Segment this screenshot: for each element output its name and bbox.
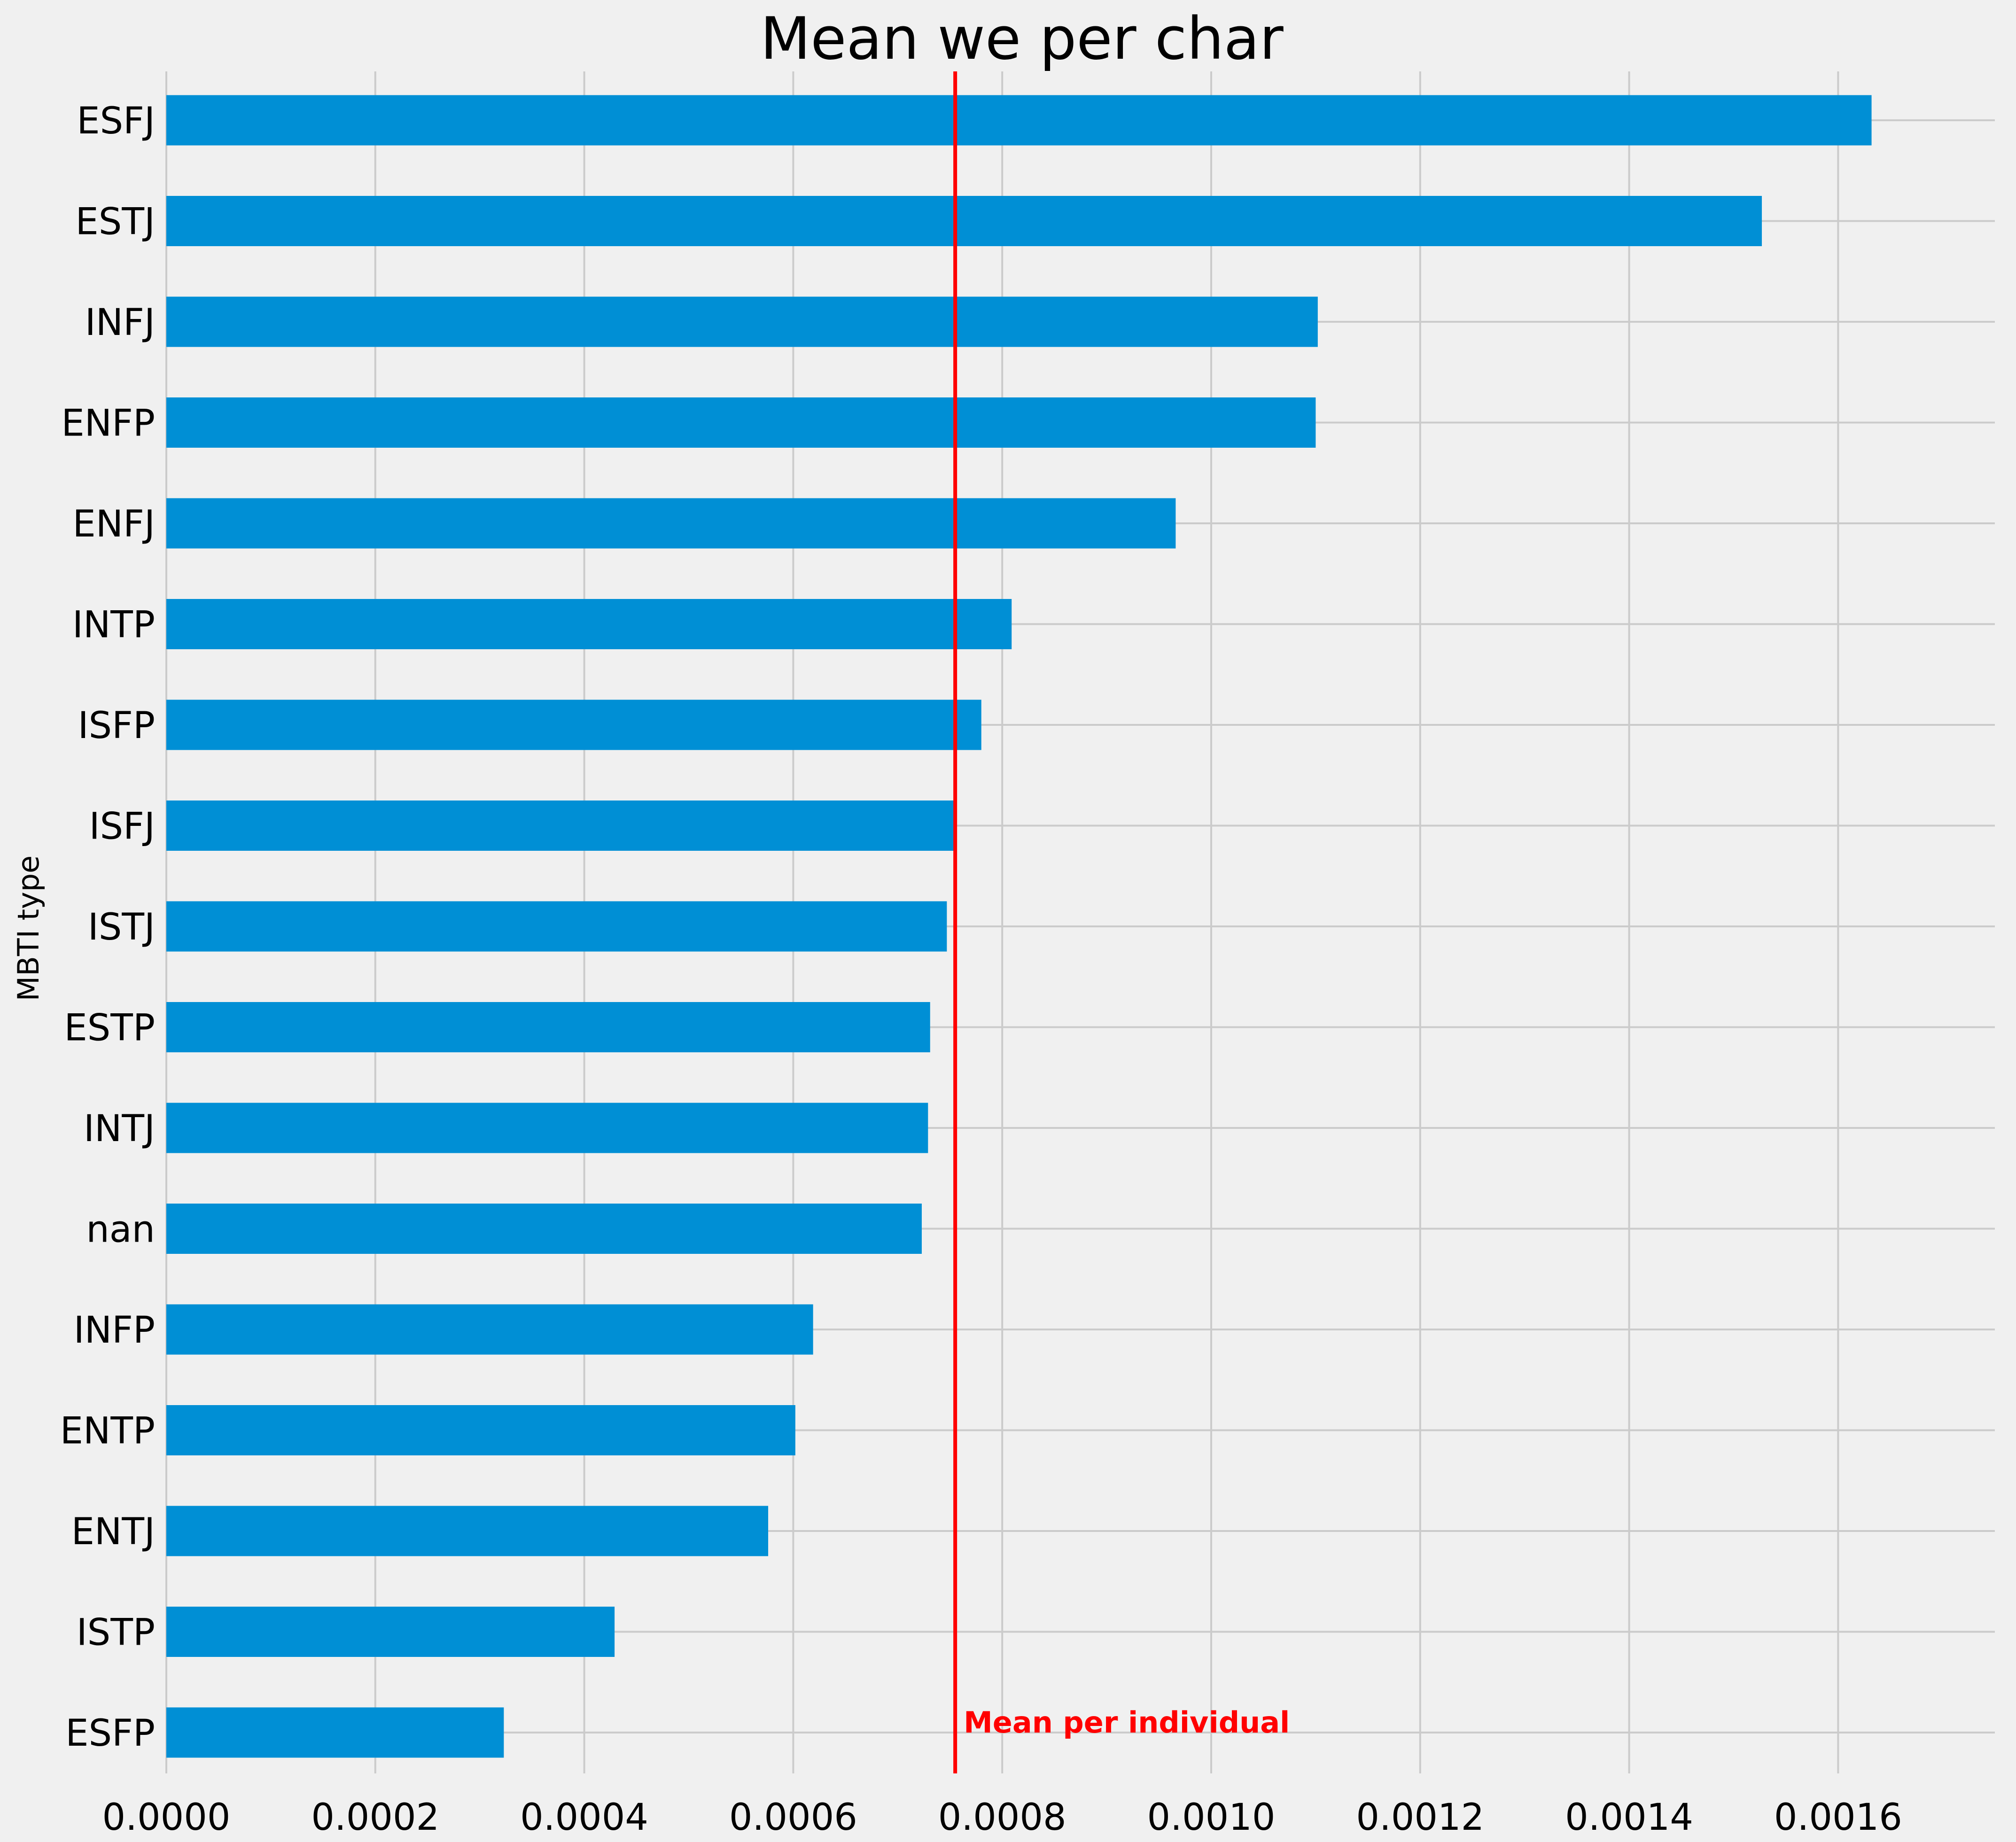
x-tick-label: 0.0000 bbox=[102, 1796, 231, 1839]
x-tick-label: 0.0002 bbox=[311, 1796, 439, 1839]
mean-reference-label: Mean per individual bbox=[964, 1705, 1290, 1740]
y-tick-label: INFP bbox=[74, 1309, 155, 1352]
bar-estj bbox=[166, 196, 1762, 246]
reference-line-group: Mean per individual bbox=[953, 71, 1290, 1773]
bar-istj bbox=[166, 901, 947, 952]
chart-title: Mean we per char bbox=[760, 5, 1284, 73]
bar-entj bbox=[166, 1506, 769, 1556]
bar-esfp bbox=[166, 1707, 504, 1758]
y-tick-label: INFJ bbox=[85, 302, 155, 344]
bar-infp bbox=[166, 1304, 813, 1355]
y-axis-label: MBTI type bbox=[11, 855, 46, 1001]
bar-enfj bbox=[166, 498, 1176, 549]
y-tick-label: ISTJ bbox=[88, 906, 155, 948]
bar-intp bbox=[166, 599, 1012, 649]
bar-isfp bbox=[166, 699, 981, 750]
bar-intj bbox=[166, 1103, 928, 1153]
y-tick-label: ENFP bbox=[61, 403, 155, 445]
bar-estp bbox=[166, 1002, 930, 1052]
y-tick-label: ENFJ bbox=[73, 503, 156, 545]
bar-entp bbox=[166, 1405, 795, 1455]
bar-esfj bbox=[166, 95, 1872, 146]
bar-enfp bbox=[166, 397, 1316, 448]
y-tick-label: ISFJ bbox=[89, 806, 155, 848]
x-tick-label: 0.0004 bbox=[520, 1796, 648, 1839]
y-tick-label: nan bbox=[86, 1209, 155, 1251]
x-tick-label: 0.0010 bbox=[1147, 1796, 1276, 1839]
y-tick-label: INTP bbox=[72, 604, 155, 646]
y-tick-label: ISFP bbox=[78, 705, 155, 747]
bar-istp bbox=[166, 1607, 615, 1657]
y-tick-label: ESTJ bbox=[76, 201, 155, 243]
tick-labels: 0.0000 0.0002 0.0004 0.0006 0.0008 0.0010 0.00… bbox=[60, 100, 1902, 1839]
x-tick-label: 0.0006 bbox=[729, 1796, 857, 1839]
y-tick-label: ESFP bbox=[65, 1712, 155, 1755]
bars bbox=[166, 95, 1872, 1758]
y-tick-label: ENTP bbox=[60, 1410, 155, 1453]
y-tick-label: INTJ bbox=[84, 1108, 155, 1150]
y-tick-label: ISTP bbox=[77, 1612, 155, 1654]
x-tick-label: 0.0008 bbox=[938, 1796, 1066, 1839]
x-tick-label: 0.0016 bbox=[1774, 1796, 1902, 1839]
y-tick-label: ESFJ bbox=[77, 100, 155, 142]
x-tick-label: 0.0012 bbox=[1356, 1796, 1484, 1839]
x-tick-label: 0.0014 bbox=[1565, 1796, 1693, 1839]
y-tick-label: ESTP bbox=[64, 1007, 155, 1049]
y-tick-label: ENTJ bbox=[71, 1511, 155, 1553]
bar-infj bbox=[166, 296, 1318, 347]
bar-isfj bbox=[166, 801, 956, 851]
bar-nan bbox=[166, 1204, 922, 1254]
